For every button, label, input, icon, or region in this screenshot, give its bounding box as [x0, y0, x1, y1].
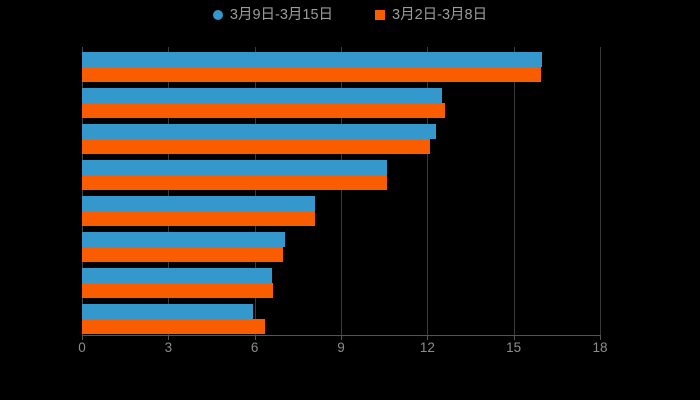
bar-7-series-0[interactable]	[82, 304, 254, 319]
bar-2-series-0[interactable]	[82, 124, 436, 139]
x-tick-mark-3	[168, 335, 170, 340]
bar-5-series-1[interactable]	[82, 247, 284, 262]
x-tick-label-0: 0	[78, 340, 86, 355]
chart-legend: 3月9日-3月15日 3月2日-3月8日	[0, 8, 700, 22]
legend-label: 3月2日-3月8日	[392, 7, 488, 23]
legend-label: 3月9日-3月15日	[229, 7, 334, 23]
gridline-x-18	[600, 47, 601, 335]
bar-3-series-1[interactable]	[82, 175, 388, 190]
x-tick-label-5: 15	[506, 340, 522, 355]
bar-4-series-1[interactable]	[82, 211, 316, 226]
gridline-x-12	[427, 47, 429, 335]
x-tick-mark-15	[513, 335, 515, 340]
bar-2-series-1[interactable]	[82, 139, 431, 154]
x-tick-mark-18	[600, 335, 601, 340]
gridline-x-6	[254, 47, 256, 335]
bar-0-series-0[interactable]	[82, 52, 543, 67]
bar-6-series-1[interactable]	[82, 283, 274, 298]
bar-1-series-1[interactable]	[82, 103, 445, 118]
x-tick-label-4: 12	[419, 340, 435, 355]
legend-marker-circle-icon	[212, 10, 223, 20]
bar-5-series-0[interactable]	[82, 232, 285, 247]
gridline-x-9	[341, 47, 342, 335]
gridline-x-15	[513, 47, 515, 335]
x-tick-mark-0	[82, 335, 83, 340]
bar-3-series-0[interactable]	[82, 160, 388, 175]
legend-marker-square-icon	[375, 10, 386, 20]
x-tick-mark-12	[427, 335, 429, 340]
bar-7-series-1[interactable]	[82, 319, 265, 334]
x-tick-label-1: 3	[164, 340, 173, 355]
x-tick-label-3: 9	[337, 340, 345, 355]
bar-0-series-1[interactable]	[82, 67, 541, 82]
gridline-x-3	[168, 47, 170, 335]
x-tick-mark-6	[254, 335, 256, 340]
plot-area	[82, 47, 601, 335]
x-tick-label-2: 6	[250, 340, 259, 355]
legend-entry-1[interactable]: 3月2日-3月8日	[375, 8, 487, 22]
gridline-x-0	[82, 47, 83, 335]
bar-1-series-0[interactable]	[82, 88, 442, 103]
x-tick-mark-9	[341, 335, 342, 340]
legend-entry-0[interactable]: 3月9日-3月15日	[212, 7, 334, 23]
bar-6-series-0[interactable]	[82, 268, 272, 283]
bar-4-series-0[interactable]	[82, 196, 316, 211]
x-tick-label-6: 18	[592, 340, 608, 355]
